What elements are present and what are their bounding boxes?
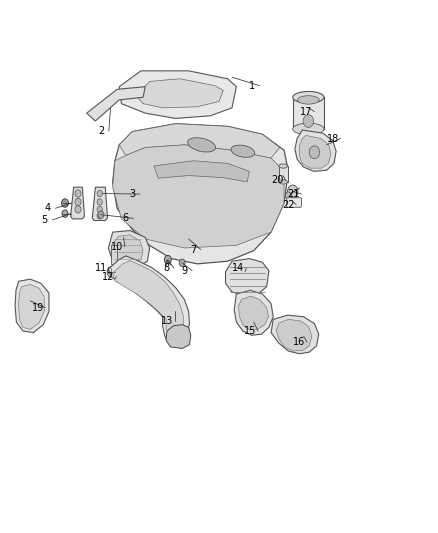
Circle shape: [97, 190, 102, 197]
Circle shape: [75, 190, 81, 197]
Polygon shape: [108, 231, 150, 268]
Ellipse shape: [231, 145, 254, 157]
Polygon shape: [119, 124, 280, 158]
Text: 18: 18: [327, 134, 339, 143]
Text: 12: 12: [102, 271, 115, 281]
Polygon shape: [276, 319, 312, 351]
Circle shape: [98, 211, 104, 219]
Ellipse shape: [279, 164, 287, 168]
Circle shape: [303, 115, 314, 127]
Polygon shape: [119, 71, 237, 118]
Circle shape: [97, 199, 102, 205]
Text: 2: 2: [98, 126, 104, 136]
Polygon shape: [299, 135, 331, 168]
Text: 16: 16: [293, 337, 305, 347]
Ellipse shape: [279, 180, 287, 184]
Polygon shape: [71, 187, 85, 219]
Ellipse shape: [293, 92, 324, 103]
Polygon shape: [111, 245, 117, 264]
Polygon shape: [166, 325, 191, 349]
Text: 9: 9: [181, 266, 187, 276]
Text: 17: 17: [300, 107, 313, 117]
Polygon shape: [87, 87, 145, 121]
Text: 14: 14: [233, 263, 245, 273]
Ellipse shape: [293, 123, 324, 135]
Circle shape: [309, 146, 320, 159]
Ellipse shape: [188, 138, 215, 152]
Polygon shape: [226, 259, 269, 296]
Polygon shape: [113, 261, 184, 338]
Polygon shape: [92, 187, 107, 221]
Polygon shape: [113, 145, 284, 248]
Text: 1: 1: [248, 80, 254, 91]
Polygon shape: [271, 315, 319, 354]
Text: 8: 8: [163, 263, 169, 273]
Ellipse shape: [297, 96, 319, 104]
Circle shape: [287, 185, 298, 198]
Text: 19: 19: [32, 303, 44, 313]
Text: 22: 22: [282, 200, 295, 209]
Text: 4: 4: [45, 203, 51, 213]
Text: 5: 5: [42, 215, 48, 225]
Polygon shape: [108, 256, 190, 345]
Polygon shape: [234, 290, 273, 335]
Text: 20: 20: [272, 175, 284, 185]
Circle shape: [62, 210, 68, 217]
Circle shape: [286, 192, 291, 199]
Text: 13: 13: [161, 316, 173, 326]
Polygon shape: [113, 124, 288, 264]
Circle shape: [116, 276, 121, 282]
Polygon shape: [295, 130, 336, 171]
Text: 6: 6: [123, 213, 129, 223]
Polygon shape: [18, 285, 44, 329]
Text: 21: 21: [287, 189, 300, 199]
Text: 7: 7: [190, 245, 196, 255]
Bar: [293, 98, 324, 129]
Bar: [279, 166, 287, 182]
Text: 3: 3: [129, 189, 135, 199]
Polygon shape: [137, 79, 223, 108]
Text: 11: 11: [95, 263, 107, 273]
Circle shape: [75, 198, 81, 206]
Polygon shape: [154, 161, 249, 182]
Circle shape: [61, 199, 68, 207]
Polygon shape: [15, 279, 49, 333]
Circle shape: [97, 213, 102, 219]
FancyBboxPatch shape: [287, 198, 301, 207]
Circle shape: [164, 255, 171, 264]
Circle shape: [75, 206, 81, 213]
Circle shape: [107, 266, 116, 277]
Circle shape: [97, 206, 102, 213]
Text: 15: 15: [244, 326, 256, 336]
Polygon shape: [112, 235, 143, 264]
Circle shape: [179, 259, 185, 266]
Text: 10: 10: [111, 242, 123, 252]
Polygon shape: [239, 296, 268, 330]
